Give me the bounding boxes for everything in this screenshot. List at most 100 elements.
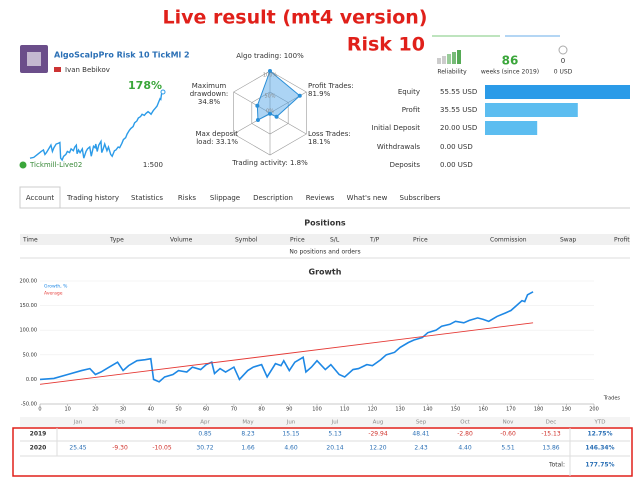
year-label: 2019: [30, 431, 47, 438]
tab[interactable]: Subscribers: [400, 194, 441, 202]
month-value: 13.86: [542, 445, 559, 452]
radar-label: Loss Trades: 18.1%: [308, 130, 351, 146]
balance-label: Initial Deposit: [372, 124, 421, 132]
banner-subtitle: Risk 10: [347, 34, 425, 56]
month-value: 5.51: [501, 445, 515, 452]
x-tick-label: 180: [534, 407, 544, 413]
month-value: 1.66: [241, 445, 255, 452]
radar-label: Maximum drawdown: 34.8%: [189, 82, 229, 106]
month-header: Oct: [460, 420, 470, 426]
sparkline: [29, 91, 164, 162]
column-header: Time: [22, 237, 38, 244]
column-header: Symbol: [235, 237, 258, 244]
radar-ring-label: 0%: [266, 109, 274, 115]
month-value: 30.72: [196, 445, 213, 452]
month-value: -15.13: [541, 431, 561, 438]
month-header: Sep: [416, 420, 427, 426]
radar-point: [268, 111, 272, 116]
reliability-bar: [442, 56, 446, 64]
month-header: YTD: [594, 420, 606, 426]
radar-label: Trading activity: 1.8%: [232, 159, 308, 167]
x-tick-label: 170: [506, 407, 516, 413]
month-header: Jan: [73, 420, 83, 426]
radar-spoke: [233, 91, 271, 114]
balance-bar: [485, 103, 578, 117]
month-value: 4.40: [458, 445, 472, 452]
y-tick-label: 0.00: [26, 377, 37, 383]
y-tick-label: 150.00: [20, 303, 38, 309]
x-tick-label: 30: [120, 407, 126, 413]
month-header: Feb: [115, 420, 125, 426]
x-tick-label: 90: [286, 407, 292, 413]
table-header: [20, 417, 630, 427]
x-tick-label: 100: [312, 407, 322, 413]
series-line: [39, 291, 534, 383]
x-tick-label: 120: [368, 407, 378, 413]
tab[interactable]: Description: [253, 194, 293, 202]
banner-title: Live result (mt4 version): [163, 7, 428, 29]
month-header: Apr: [200, 420, 210, 426]
x-tick-label: 20: [92, 407, 98, 413]
column-header: Price: [413, 237, 428, 244]
subscribers-value: 0: [561, 57, 565, 65]
month-value: 25.45: [69, 445, 86, 452]
balance-label: Withdrawals: [377, 143, 420, 151]
x-axis-label: Trades: [603, 396, 621, 402]
signal-name[interactable]: AlgoScalpPro Risk 10 TickMl 2: [54, 51, 190, 60]
year-label: 2020: [30, 445, 47, 452]
month-value: 146.34%: [585, 445, 614, 452]
month-value: 48.41: [412, 431, 429, 438]
month-value: 12.20: [369, 445, 386, 452]
month-value: 8.23: [241, 431, 255, 438]
radar-label: Profit Trades: 81.9%: [308, 82, 354, 98]
reliability-label: Reliability: [437, 69, 467, 76]
active-tab: [19, 186, 61, 209]
month-value: -9.30: [112, 445, 128, 452]
tab[interactable]: Account: [26, 194, 55, 202]
tab[interactable]: What's new: [347, 194, 388, 202]
column-header: T/P: [369, 237, 380, 244]
month-value: 5.13: [328, 431, 342, 438]
month-header: May: [242, 420, 254, 426]
x-tick-label: 160: [478, 407, 488, 413]
tab[interactable]: Slippage: [210, 194, 240, 202]
signal-leverage: 1:500: [143, 161, 163, 169]
balance-label: Deposits: [390, 161, 421, 169]
balance-label: Equity: [398, 88, 420, 96]
radar-point: [268, 69, 272, 73]
weeks-label: weeks (since 2019): [481, 69, 539, 76]
signal-growth: 178%: [128, 79, 162, 92]
month-value: 12.75%: [588, 431, 613, 438]
radar-ring-label: 50%: [264, 94, 275, 100]
total-label: Total:: [548, 462, 565, 469]
tab[interactable]: Risks: [178, 194, 197, 202]
x-tick-label: 110: [340, 407, 350, 413]
x-tick-label: 150: [451, 407, 461, 413]
column-header: Swap: [560, 237, 576, 244]
month-value: -10.05: [152, 445, 172, 452]
balance-bar: [485, 85, 630, 99]
radar-point: [274, 114, 279, 119]
positions-header: [20, 234, 630, 245]
x-tick-label: 200: [589, 407, 599, 413]
radar-label: Max deposit load: 33.1%: [195, 130, 238, 146]
series-line: [39, 322, 534, 385]
sparkline-end: [160, 89, 166, 95]
reliability-bar: [452, 52, 456, 64]
tab[interactable]: Trading history: [66, 194, 119, 202]
month-header: Nov: [503, 420, 514, 426]
legend-entry: Average: [44, 291, 63, 297]
x-tick-label: 40: [148, 407, 154, 413]
balance-value: 55.55 USD: [440, 88, 477, 96]
balance-value: 35.55 USD: [440, 106, 477, 114]
tab[interactable]: Statistics: [131, 194, 163, 202]
tab[interactable]: Reviews: [306, 194, 335, 202]
balance-bar: [485, 121, 538, 135]
signal-author: Ivan Bebikov: [65, 66, 110, 74]
reliability-bar: [447, 54, 451, 64]
column-header: Commission: [490, 237, 527, 244]
balance-label: Profit: [402, 106, 421, 114]
x-tick-label: 50: [175, 407, 181, 413]
positions-title: Positions: [304, 219, 346, 228]
